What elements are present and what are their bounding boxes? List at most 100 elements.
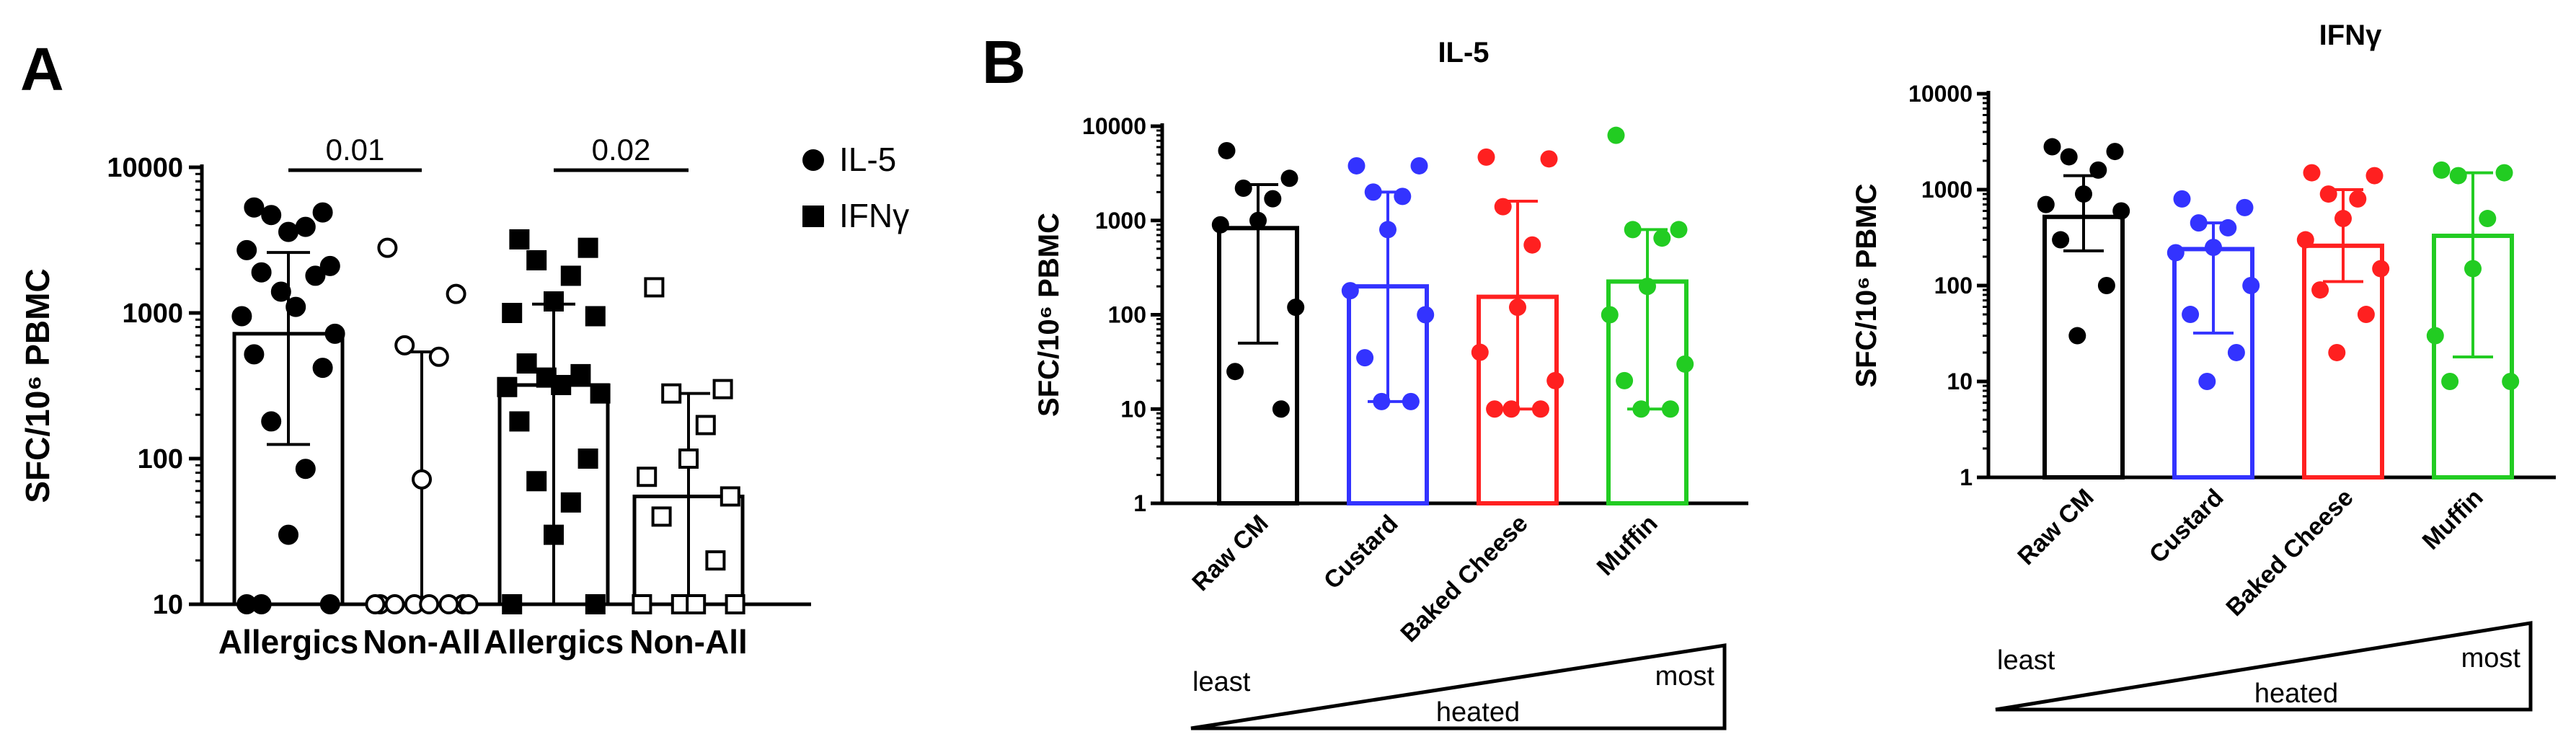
panel-a-point (590, 383, 611, 404)
panel-b-il5-ytick-label: 1 (1133, 490, 1146, 516)
panel-b-il5-ytick-label: 10000 (1082, 113, 1146, 139)
panel-b-ifng-point (2464, 260, 2482, 278)
panel-b-il5-point (1272, 400, 1290, 418)
panel-a-point (678, 449, 699, 469)
panel-b-ifng-heating-triangle (1995, 621, 2533, 712)
panel-b-il5-point (1486, 400, 1504, 418)
panel-b-ifng-ytick-label: 10 (1947, 368, 1973, 394)
panel-b-il5-point (1417, 306, 1435, 324)
panel-a-point (295, 216, 316, 237)
panel-b-il5-ytick-label: 10 (1120, 396, 1146, 422)
panel-a-point (312, 202, 333, 223)
panel-a-point (236, 239, 257, 260)
panel-a-point (651, 506, 672, 527)
panel-b-ifng-point (2319, 185, 2337, 203)
panel-b-il5-category-label-group: Custard (1319, 510, 1404, 595)
panel-b-ifng-title: IFNγ (2319, 19, 2382, 51)
panel-a-legend-label: IL-5 (839, 141, 896, 178)
panel-a-point (570, 363, 591, 384)
panel-b-il5-annotation-least: least (1192, 667, 1251, 697)
panel-a-ylabel-group: SFC/10⁶ PBMC (19, 268, 56, 503)
panel-b-il5-point (1379, 221, 1397, 239)
panel-b-il5-point (1226, 363, 1244, 381)
panel-b-ifng-point (2190, 214, 2208, 232)
panel-b-ifng-ytick-label: 100 (1934, 273, 1973, 299)
panel-a-point (278, 221, 298, 242)
panel-a-point (712, 379, 733, 399)
panel-a-point (231, 306, 252, 327)
panel-b-ifng-point (2365, 167, 2384, 185)
panel-b-il5-point (1540, 150, 1558, 168)
panel-b-ifng-point (2043, 138, 2061, 156)
panel-b-il5-point (1607, 126, 1625, 144)
panel-b-il5-point (1624, 221, 1642, 239)
panel-a-point (384, 594, 405, 614)
panel-b-ifng-category-label-group: Muffin (2417, 484, 2489, 555)
panel-a-point (585, 594, 606, 614)
panel-a-legend-marker (802, 206, 824, 227)
panel-b-il5-category-label: Custard (1319, 510, 1404, 595)
panel-a-point (497, 376, 518, 397)
panel-b-il5-annotation-heated: heated (1436, 697, 1520, 728)
panel-a-point (502, 303, 523, 323)
panel-a-ytick-label: 1000 (122, 299, 183, 329)
panel-b-ifng-category-label-group: Raw CM (2012, 484, 2099, 570)
panel-a-category-label: Non-All (363, 623, 481, 661)
panel-b-il5-point (1639, 278, 1656, 296)
panel-b-ifng-point (2296, 231, 2314, 249)
panel-b-ifng-point (2372, 260, 2390, 278)
panel-a-comparison-label: 0.01 (326, 133, 385, 167)
panel-b-ifng-point (2068, 327, 2086, 345)
panel-b-il5-point (1211, 216, 1229, 234)
panel-b-ifng-point (2173, 190, 2191, 208)
panel-a-legend-label: IFNγ (839, 197, 909, 234)
panel-b-ifng-point (2182, 306, 2200, 324)
panel-a-point (577, 449, 598, 469)
panel-b-ifng-category-label-group: Custard (2144, 484, 2229, 569)
panel-b-ifng-point (2236, 198, 2254, 216)
panel-b-ifng-point (2328, 343, 2346, 361)
panel-b-il5-category-label: Muffin (1592, 510, 1663, 581)
panel-b-il5-point (1494, 198, 1512, 216)
panel-b-il5-point (1670, 221, 1688, 239)
panel-b-il5-category-label: Baked Cheese (1395, 510, 1533, 648)
panel-a-point (286, 296, 306, 317)
panel-a-point (632, 594, 652, 614)
panel-b-ifng-point (2357, 306, 2375, 324)
panel-b-il5-title: IL-5 (1438, 37, 1489, 69)
panel-a-point (295, 459, 316, 480)
panel-b-il5-heating-triangle (1190, 643, 1727, 730)
panel-b-il5-point (1394, 187, 1412, 206)
panel-b-il5-ytick-label: 1000 (1095, 208, 1146, 234)
panel-b-il5-ylabel-group: SFC/10⁶ PBMC (1033, 213, 1065, 417)
panel-b-ifng-point (2495, 164, 2513, 182)
panel-a-point (502, 594, 523, 614)
panel-a-point (244, 344, 265, 365)
panel-b-ifng-point (2227, 343, 2245, 361)
panel-a-point (324, 323, 345, 344)
panel-b-ifng-point (2198, 373, 2216, 390)
panel-b-il5-point (1347, 156, 1366, 175)
panel-a-ytick-label: 100 (138, 444, 183, 474)
panel-a-ylabel: SFC/10⁶ PBMC (19, 268, 56, 503)
panel-b-ifng-point (2166, 244, 2185, 262)
panel-b-ifng-point (2112, 202, 2130, 220)
panel-a-point (261, 205, 282, 226)
panel-b-ifng-point (2441, 373, 2459, 390)
panel-b-ifng-point (2426, 327, 2444, 345)
panel-b-ifng-point (2205, 239, 2222, 257)
panel-b-ifng-point (2334, 210, 2352, 228)
panel-a-point (551, 374, 572, 395)
panel-a-point (705, 550, 726, 571)
panel-a-point (419, 594, 440, 614)
panel-a-point (319, 255, 340, 276)
panel-a-category-label: Non-All (629, 623, 748, 661)
panel-b-ifng-point (2311, 281, 2329, 299)
panel-a-point (585, 306, 606, 327)
panel-b-il5-point (1364, 183, 1382, 201)
panel-b-ifng-bar (2042, 214, 2125, 480)
panel-b-ifng-point (2075, 185, 2092, 203)
panel-a-point (637, 467, 658, 487)
